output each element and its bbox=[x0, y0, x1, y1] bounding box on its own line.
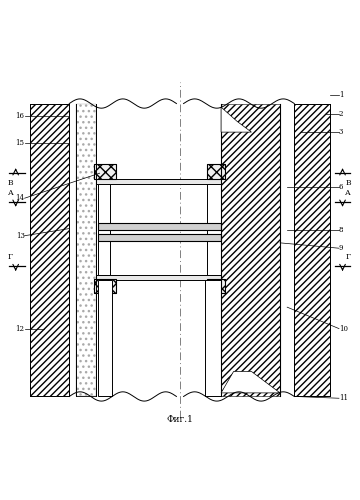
Bar bbox=[98, 280, 112, 396]
Text: В: В bbox=[345, 179, 351, 187]
Text: Фиг.1: Фиг.1 bbox=[167, 415, 193, 424]
Bar bbox=[76, 104, 96, 397]
Text: 15: 15 bbox=[15, 139, 24, 147]
Text: 1: 1 bbox=[339, 90, 343, 98]
Bar bbox=[98, 234, 221, 241]
Text: 6: 6 bbox=[339, 184, 343, 192]
Text: А: А bbox=[345, 189, 351, 197]
Text: 12: 12 bbox=[15, 324, 24, 332]
Text: 8: 8 bbox=[339, 226, 343, 234]
Bar bbox=[207, 164, 225, 178]
Polygon shape bbox=[221, 107, 251, 132]
Bar bbox=[221, 104, 280, 397]
Polygon shape bbox=[221, 372, 280, 393]
Text: А: А bbox=[8, 189, 13, 197]
Text: 14: 14 bbox=[15, 194, 24, 202]
Text: Г: Г bbox=[8, 253, 13, 261]
Bar bbox=[76, 104, 96, 397]
Bar bbox=[207, 278, 225, 293]
Bar bbox=[98, 184, 111, 275]
Bar bbox=[94, 278, 116, 293]
Text: 2: 2 bbox=[339, 110, 343, 118]
Bar bbox=[94, 164, 116, 178]
Bar bbox=[207, 184, 221, 275]
Text: Г: Г bbox=[345, 253, 350, 261]
Bar bbox=[96, 178, 221, 184]
Bar bbox=[205, 280, 221, 396]
Text: 11: 11 bbox=[339, 394, 348, 402]
Text: В: В bbox=[8, 179, 13, 187]
Text: 9: 9 bbox=[339, 244, 343, 252]
Text: 16: 16 bbox=[15, 112, 24, 120]
Text: 3: 3 bbox=[339, 128, 343, 136]
Bar bbox=[207, 278, 225, 293]
Bar bbox=[94, 164, 116, 178]
Bar bbox=[207, 164, 225, 178]
Text: 13: 13 bbox=[16, 232, 24, 239]
Bar bbox=[96, 275, 221, 280]
Bar bbox=[30, 104, 69, 397]
Bar bbox=[294, 104, 330, 397]
Bar bbox=[98, 223, 221, 230]
Bar bbox=[94, 278, 116, 293]
Text: 10: 10 bbox=[339, 324, 348, 332]
